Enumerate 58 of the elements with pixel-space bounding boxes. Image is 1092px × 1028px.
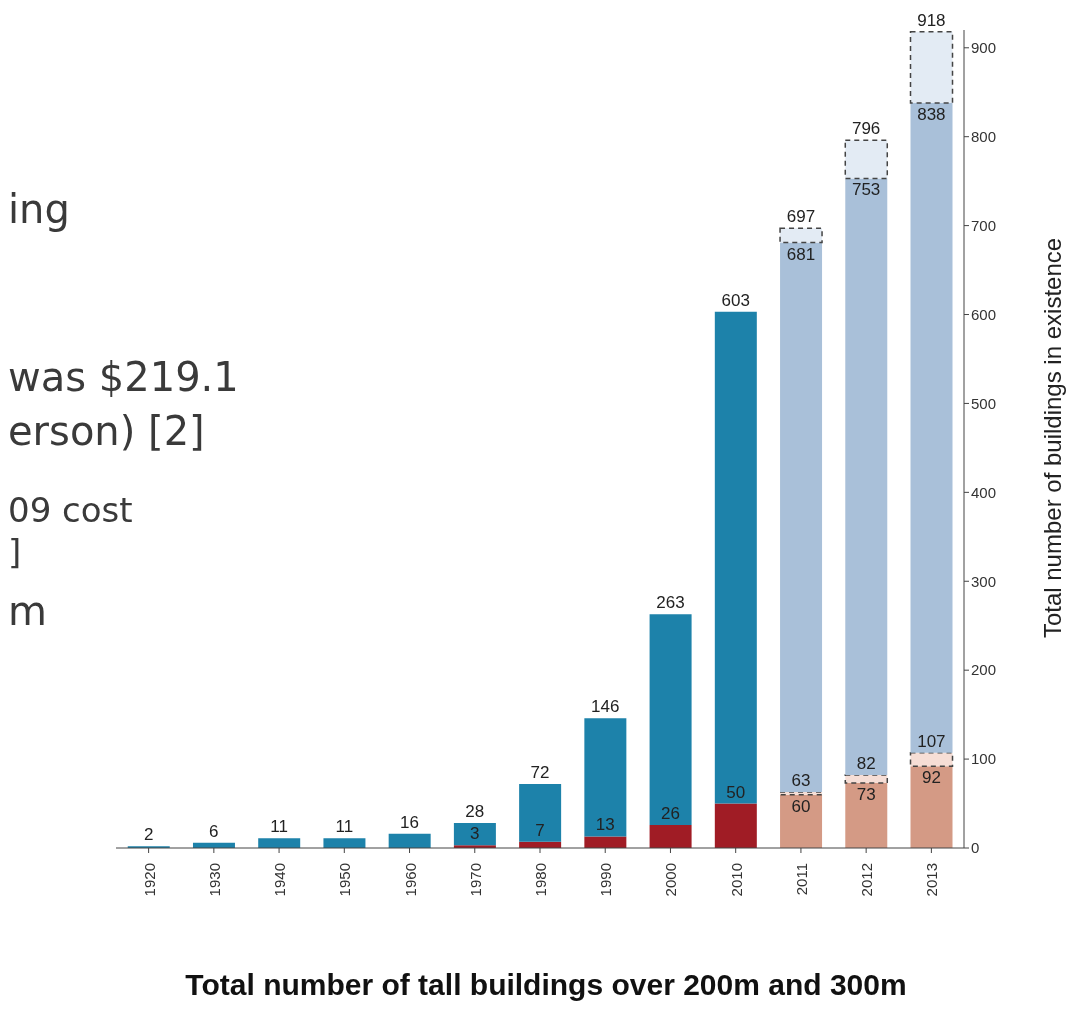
annotation: 107 xyxy=(917,731,946,751)
annotation: 7 xyxy=(535,820,545,840)
y-tick-label: 800 xyxy=(971,128,997,146)
annotation: 11 xyxy=(335,817,354,837)
annotation: was $219.1 xyxy=(8,354,239,400)
y-tick-label: 0 xyxy=(971,839,980,857)
y-tick-label: 700 xyxy=(971,216,997,234)
y-axis-title: Total number of buildings in existence xyxy=(1039,237,1067,639)
x-tick-label: 1970 xyxy=(466,863,484,897)
annotation: 72 xyxy=(530,762,550,782)
text: m xyxy=(8,588,47,634)
x-tick-label: 2010 xyxy=(727,863,745,897)
x-tick-label: 1980 xyxy=(532,863,549,897)
annotation: 11 xyxy=(270,817,288,837)
y-tick-label: 400 xyxy=(971,483,997,501)
x-tick-label: 1950 xyxy=(336,863,354,897)
annotation: 263 xyxy=(656,593,685,613)
text: ing xyxy=(8,186,70,232)
annotation: 753 xyxy=(851,180,881,200)
x-tick-label: 1940 xyxy=(271,863,289,897)
annotation: 838 xyxy=(917,104,946,124)
x-tick-label: 2012 xyxy=(858,863,876,897)
y-tick-label: 200 xyxy=(971,661,997,679)
annotation: 603 xyxy=(721,290,750,310)
annotation: 73 xyxy=(856,785,876,805)
annotation: 796 xyxy=(851,119,881,139)
annotation: 82 xyxy=(856,754,876,774)
annotation: 697 xyxy=(786,207,816,227)
annotation: 28 xyxy=(465,802,485,822)
annotation: 918 xyxy=(917,10,946,30)
y-tick-label: 300 xyxy=(971,572,997,590)
text: Total number of tall buildings over 200m and 300m xyxy=(184,968,908,1002)
annotation: 13 xyxy=(595,815,615,835)
x-tick-label: 1990 xyxy=(597,863,615,897)
y-tick-label: 600 xyxy=(971,305,997,323)
annotation: 26 xyxy=(661,803,680,823)
text: ] xyxy=(8,532,22,572)
annotation: 63 xyxy=(791,770,811,790)
annotation: 92 xyxy=(921,768,941,788)
x-tick-label: 1960 xyxy=(401,863,419,897)
annotation: 146 xyxy=(591,697,620,717)
annotation: erson) [2] xyxy=(8,408,205,454)
annotation: 09 cost xyxy=(8,490,133,530)
y-tick-label: 100 xyxy=(971,750,997,768)
annotation: 2 xyxy=(143,825,154,845)
annotation: 60 xyxy=(791,796,811,816)
annotation: 6 xyxy=(209,821,219,841)
annotation: 681 xyxy=(786,244,816,264)
annotation: 16 xyxy=(400,812,419,832)
y-tick-label: 500 xyxy=(971,394,997,412)
x-tick-label: 2000 xyxy=(662,863,680,897)
x-tick-label: 2013 xyxy=(923,863,941,897)
x-tick-label: 1930 xyxy=(205,863,223,897)
annotation: 50 xyxy=(726,782,746,802)
annotation: 3 xyxy=(470,824,480,844)
y-tick-label: 900 xyxy=(971,39,997,57)
x-tick-label: 1920 xyxy=(140,863,158,897)
x-tick-label: 2011 xyxy=(792,863,810,896)
